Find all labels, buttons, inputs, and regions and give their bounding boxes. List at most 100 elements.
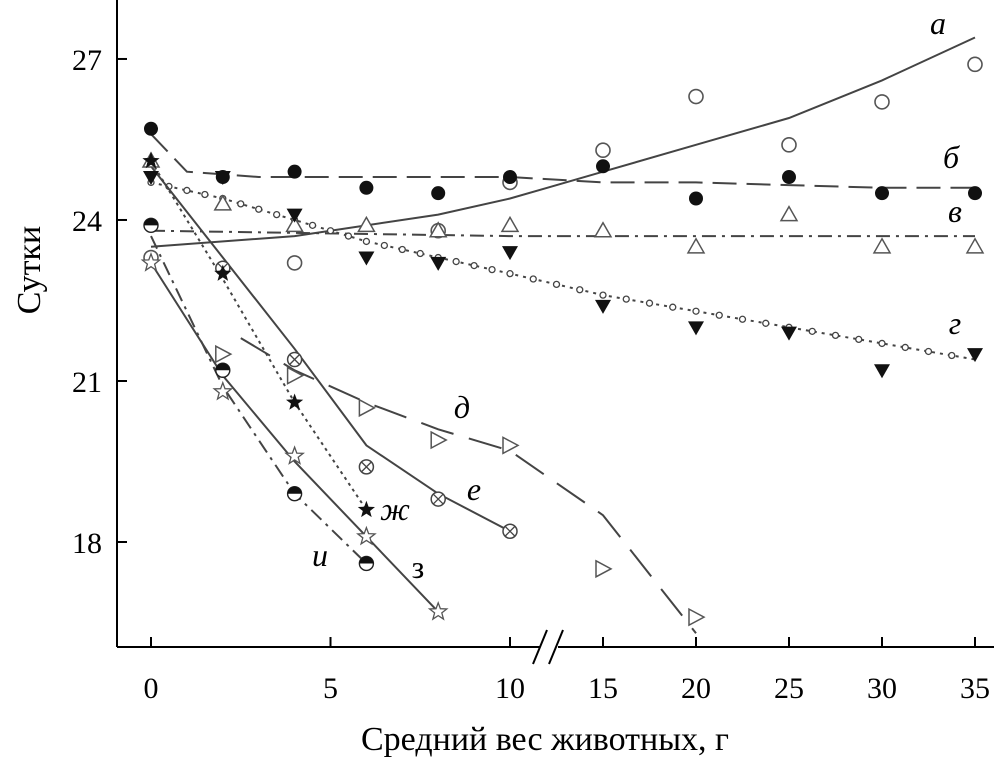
series-label-6: е	[467, 471, 481, 507]
data-point-series-1	[688, 88, 704, 105]
y-tick-label: 24	[72, 205, 102, 238]
curve-bead	[948, 351, 956, 360]
marker-half	[359, 556, 374, 564]
data-point-series-3	[872, 237, 892, 254]
marker-shape	[358, 398, 376, 418]
curve-bead	[645, 299, 654, 307]
curve-bead	[362, 237, 371, 246]
marker-shape	[967, 56, 983, 73]
data-point-series-7	[142, 151, 160, 169]
marker-shape	[875, 186, 889, 201]
marker-shape	[595, 142, 611, 159]
data-point-series-8	[140, 252, 162, 272]
data-point-series-2	[968, 186, 982, 201]
marker-shape	[143, 171, 159, 186]
marker-shape	[781, 326, 797, 341]
data-point-series-3	[213, 194, 233, 211]
data-point-series-6	[286, 351, 303, 368]
marker-shape	[428, 221, 448, 238]
marker-shape	[359, 180, 374, 195]
marker-shape	[874, 364, 890, 379]
marker-cross	[360, 461, 372, 473]
marker-cross	[289, 354, 301, 365]
data-point-series-8	[284, 445, 305, 465]
marker-half	[215, 363, 230, 371]
series-curve-8	[150, 262, 439, 613]
curve-bead	[715, 311, 723, 319]
curve-bead	[470, 261, 478, 270]
curve-bead	[308, 221, 317, 229]
marker-shape	[781, 137, 797, 153]
marker-shape	[286, 255, 303, 271]
marker-shape	[358, 251, 375, 266]
marker-shape	[285, 215, 304, 233]
data-point-series-5	[215, 344, 233, 364]
marker-shape	[284, 445, 305, 465]
marker-shape	[214, 171, 231, 186]
data-point-series-3	[593, 221, 613, 238]
curve-bead	[924, 347, 933, 356]
marker-shape	[965, 237, 985, 254]
curve-bead	[576, 286, 584, 294]
marker-half	[287, 486, 302, 494]
marker-shape	[688, 607, 706, 627]
y-tick-label: 21	[72, 366, 102, 399]
data-point-series-4	[430, 256, 447, 271]
curve-bead	[692, 307, 700, 315]
curve-bead	[762, 319, 770, 327]
x-tick-label: 20	[681, 672, 711, 705]
curve-bead	[255, 205, 263, 213]
axes	[116, 0, 994, 665]
data-point-series-2	[782, 170, 796, 185]
curve-bead	[599, 291, 607, 299]
series-curves	[147, 36, 976, 634]
marker-shape	[215, 344, 233, 364]
data-point-series-2	[144, 121, 158, 136]
data-point-series-5	[286, 366, 305, 385]
curve-bead	[380, 241, 389, 250]
marker-shape	[689, 191, 703, 206]
marker-shape	[213, 194, 233, 211]
data-point-series-3	[428, 221, 448, 238]
series-label-4: г	[949, 305, 961, 341]
marker-shape	[430, 256, 447, 271]
data-point-series-8	[356, 525, 377, 546]
series-label-7: ж	[380, 491, 410, 527]
data-point-series-3	[686, 237, 706, 254]
series-curve-6	[150, 165, 511, 533]
curve-bead	[237, 200, 245, 208]
data-point-series-8	[212, 380, 234, 401]
data-point-series-9	[215, 362, 231, 378]
curve-bead	[808, 327, 816, 335]
y-tick-label: 18	[72, 527, 102, 560]
curve-bead	[272, 210, 281, 219]
data-point-series-1	[595, 142, 611, 159]
marker-half	[144, 218, 158, 226]
x-axis-break-mark	[532, 629, 564, 665]
curve-bead	[452, 257, 460, 266]
data-point-series-4	[214, 171, 231, 186]
series-label-8: з	[412, 549, 425, 585]
data-point-series-4	[358, 251, 375, 266]
marker-shape	[357, 500, 375, 518]
marker-shape	[595, 299, 611, 314]
curve-bead	[622, 295, 630, 303]
series-curve-2	[150, 133, 975, 189]
marker-shape	[286, 393, 304, 410]
marker-shape	[144, 121, 158, 136]
series-curve-5	[240, 337, 697, 634]
series-points	[140, 56, 985, 627]
data-point-series-5	[358, 398, 376, 418]
marker-shape	[968, 186, 982, 201]
data-point-series-1	[781, 137, 797, 153]
y-tick-label: 27	[72, 44, 102, 77]
marker-cross	[432, 493, 444, 505]
curve-bead	[738, 315, 747, 323]
marker-shape	[595, 559, 613, 579]
x-tick-label: 30	[867, 672, 897, 705]
marker-shape	[503, 170, 517, 185]
data-point-series-6	[430, 491, 446, 507]
marker-shape	[593, 221, 613, 238]
curve-bead	[506, 269, 514, 278]
